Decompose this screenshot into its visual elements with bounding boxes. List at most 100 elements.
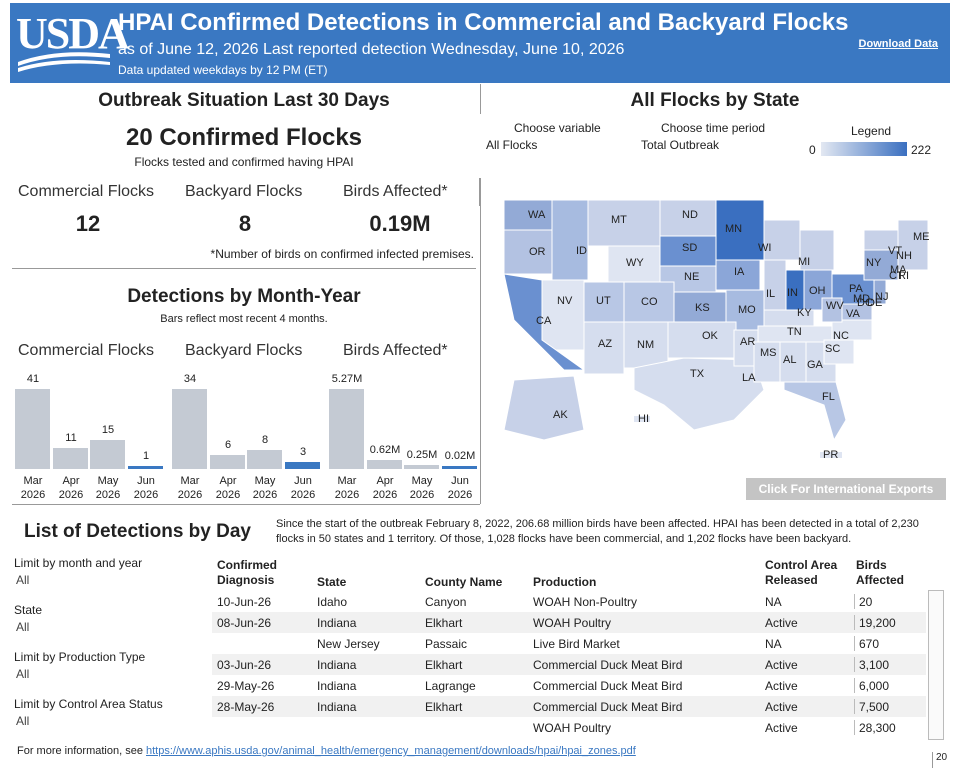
table-row[interactable]: 10-Jun-26 Idaho Canyon WOAH Non-Poultry NA 20: [212, 591, 926, 612]
more-info: For more information, see https://www.ap…: [17, 745, 636, 757]
outbreak-title: Outbreak Situation Last 30 Days: [98, 90, 390, 111]
state-label-al: AL: [783, 354, 797, 366]
table-row[interactable]: New Jersey Passaic Live Bird Market NA 670: [212, 633, 926, 654]
state-label-co: CO: [641, 296, 658, 308]
bar-label-2-2: 0.25M: [406, 449, 438, 461]
table-row[interactable]: 28-May-26 Indiana Elkhart Commercial Duck M…: [212, 696, 926, 717]
bar-0-3[interactable]: [128, 466, 163, 469]
list-title: List of Detections by Day: [24, 521, 251, 542]
variable-select[interactable]: All Flocks: [486, 138, 538, 152]
cell-separator: [854, 720, 855, 735]
axis-label-2-3: Jun 2026: [447, 475, 473, 501]
cell-control: Active: [765, 679, 798, 693]
state-label-mt: MT: [611, 214, 627, 226]
cell-birds: 3,100: [859, 658, 890, 672]
axis-label-2-2: May 2026: [409, 475, 435, 501]
col-control-area: Control Area Released: [765, 558, 838, 587]
table-row[interactable]: 03-Jun-26 Indiana Elkhart Commercial Duck M…: [212, 654, 926, 675]
filter-select-2[interactable]: All: [16, 667, 30, 681]
cell-separator: [854, 615, 855, 630]
state-label-de: DE: [867, 297, 883, 309]
axis-label-1-1: Apr 2026: [215, 475, 241, 501]
cell-county: Lagrange: [425, 679, 476, 693]
bar-2-0[interactable]: [329, 389, 364, 469]
monthly-title: Detections by Month-Year: [127, 286, 361, 307]
map-title: All Flocks by State: [630, 90, 800, 111]
state-label-nv: NV: [557, 295, 573, 307]
state-label-ma: MA: [890, 264, 907, 276]
bar-1-1[interactable]: [210, 455, 245, 469]
filter-label-0: Limit by month and year: [14, 556, 143, 570]
cell-control: Active: [765, 616, 798, 630]
table-row[interactable]: WOAH Poultry Active 28,300: [212, 717, 926, 738]
table-row[interactable]: 29-May-26 Indiana Lagrange Commercial Duck …: [212, 675, 926, 696]
kpi-backyard-label: Backyard Flocks: [185, 183, 303, 200]
state-label-ga: GA: [807, 359, 823, 371]
state-label-nm: NM: [637, 339, 655, 351]
bar-1-0[interactable]: [172, 389, 207, 469]
state-label-ny: NY: [866, 257, 882, 269]
time-period-select[interactable]: Total Outbreak: [641, 138, 720, 152]
state-label-ok: OK: [702, 330, 718, 342]
international-exports-button[interactable]: Click For International Exports: [746, 478, 946, 500]
bar-label-0-0: 41: [26, 373, 40, 385]
state-label-oh: OH: [809, 285, 826, 297]
cell-separator: [854, 678, 855, 693]
axis-label-1-2: May 2026: [252, 475, 278, 501]
state-label-sd: SD: [682, 242, 698, 254]
table-scrollbar[interactable]: [928, 590, 944, 740]
kpi-backyard-value: 8: [238, 211, 252, 236]
cell-birds: 7,500: [859, 700, 890, 714]
cell-date: 03-Jun-26: [217, 658, 272, 672]
filter-select-3[interactable]: All: [16, 714, 30, 728]
state-label-va: VA: [846, 308, 860, 320]
table-row[interactable]: 08-Jun-26 Indiana Elkhart WOAH Poultry Activ…: [212, 612, 926, 633]
bar-label-2-0: 5.27M: [331, 373, 363, 385]
kpi-divider: [479, 178, 480, 206]
cell-control: Active: [765, 721, 798, 735]
axis-label-1-3: Jun 2026: [290, 475, 316, 501]
kpi-commercial-value: 12: [75, 211, 101, 236]
bar-1-3[interactable]: [285, 462, 320, 469]
usda-logo: USDA: [16, 10, 130, 74]
cell-state: Indiana: [317, 700, 357, 714]
cell-production: WOAH Non-Poultry: [533, 595, 638, 609]
download-data-link[interactable]: Download Data: [858, 38, 938, 50]
variable-label: Choose variable: [514, 121, 601, 135]
state-label-wy: WY: [626, 257, 644, 269]
state-label-ks: KS: [695, 302, 710, 314]
cell-control: Active: [765, 700, 798, 714]
cell-date: 28-May-26: [217, 700, 275, 714]
bar-2-1[interactable]: [367, 460, 402, 469]
cell-separator: [854, 594, 855, 609]
col-state: State: [317, 575, 347, 589]
bar-0-1[interactable]: [53, 448, 88, 469]
state-label-ne: NE: [684, 271, 700, 283]
bar-label-2-3: 0.02M: [444, 450, 476, 462]
state-label-tx: TX: [690, 368, 705, 380]
cell-state: Idaho: [317, 595, 348, 609]
cell-date: 08-Jun-26: [217, 616, 272, 630]
state-label-wa: WA: [528, 209, 546, 221]
bar-0-2[interactable]: [90, 440, 125, 469]
bar-1-2[interactable]: [247, 450, 282, 469]
filter-select-0[interactable]: All: [16, 573, 30, 587]
axis-label-2-0: Mar 2026: [334, 475, 360, 501]
bar-2-3[interactable]: [442, 466, 477, 469]
section-divider: [12, 268, 476, 269]
chart-commercial-label: Commercial Flocks: [18, 342, 155, 359]
bar-0-0[interactable]: [15, 389, 50, 469]
bar-label-0-2: 15: [101, 424, 115, 436]
zones-pdf-link[interactable]: https://www.aphis.usda.gov/animal_health…: [146, 745, 636, 757]
filter-select-1[interactable]: All: [16, 620, 30, 634]
state-label-mi: MI: [798, 256, 811, 268]
us-states-map[interactable]: [484, 190, 954, 470]
cell-county: Elkhart: [425, 700, 463, 714]
cell-birds: 6,000: [859, 679, 890, 693]
bar-label-1-2: 8: [261, 434, 269, 446]
col-county: County Name: [425, 575, 503, 589]
cell-separator: [854, 636, 855, 651]
bar-2-2[interactable]: [404, 465, 439, 469]
state-label-wv: WV: [826, 300, 844, 312]
state-label-nj: NJ: [875, 291, 889, 303]
